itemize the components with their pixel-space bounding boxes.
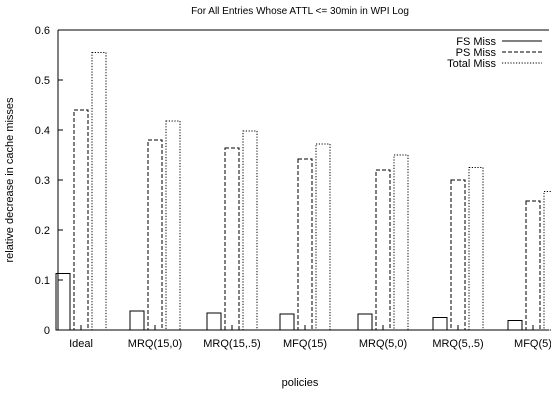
y-tick-label: 0.1 bbox=[35, 275, 50, 287]
bar-ps-miss bbox=[73, 109, 89, 331]
y-tick-label: 0.2 bbox=[35, 225, 50, 237]
x-tick-label: MRQ(5,.5) bbox=[432, 338, 483, 350]
x-tick-label: MFQ(15) bbox=[283, 338, 327, 350]
bar-fs-miss bbox=[206, 312, 222, 331]
bar-fs-miss bbox=[432, 317, 448, 331]
bar-total-miss bbox=[468, 167, 484, 331]
x-tick-label: MRQ(15,0) bbox=[128, 338, 182, 350]
bar-ps-miss bbox=[375, 169, 391, 331]
bar-total-miss bbox=[91, 52, 107, 331]
bar-fs-miss bbox=[507, 320, 523, 331]
x-tick-label: MFQ(5) bbox=[514, 338, 551, 350]
bar-fs-miss bbox=[279, 313, 295, 331]
x-axis-label: policies bbox=[282, 377, 319, 389]
bar-fs-miss bbox=[55, 273, 71, 331]
bar-total-miss bbox=[242, 130, 258, 331]
bar-ps-miss bbox=[147, 139, 163, 331]
bar-fs-miss bbox=[357, 313, 373, 331]
y-tick-label: 0.6 bbox=[35, 25, 50, 37]
legend-label: FS Miss bbox=[456, 36, 496, 48]
bar-ps-miss bbox=[525, 200, 541, 331]
plot-area: 0 0.1 0.2 0.3 0.4 0.5 0.6 Ideal MRQ(15,0) MRQ(15,… bbox=[35, 25, 551, 350]
bar-ps-miss bbox=[450, 179, 466, 331]
y-axis-label: relative decrease in cache misses bbox=[4, 97, 16, 263]
bar-total-miss bbox=[315, 143, 331, 331]
x-tick-label: Ideal bbox=[69, 338, 93, 350]
y-tick-label: 0.3 bbox=[35, 175, 50, 187]
y-tick-label: 0.5 bbox=[35, 75, 50, 87]
bar-ps-miss bbox=[224, 147, 240, 331]
x-tick-label: MRQ(5,0) bbox=[359, 338, 407, 350]
bar-total-miss bbox=[543, 191, 551, 331]
legend-label: Total Miss bbox=[447, 58, 496, 70]
legend-label: PS Miss bbox=[456, 47, 497, 59]
bar-fs-miss bbox=[129, 310, 145, 331]
chart-title: For All Entries Whose ATTL <= 30min in W… bbox=[191, 6, 409, 17]
bar-total-miss bbox=[165, 120, 181, 331]
bar-total-miss bbox=[393, 154, 409, 331]
y-tick-label: 0.4 bbox=[35, 125, 50, 137]
y-tick-label: 0 bbox=[44, 325, 50, 337]
bar-ps-miss bbox=[297, 158, 313, 331]
x-tick-label: MRQ(15,.5) bbox=[203, 338, 260, 350]
